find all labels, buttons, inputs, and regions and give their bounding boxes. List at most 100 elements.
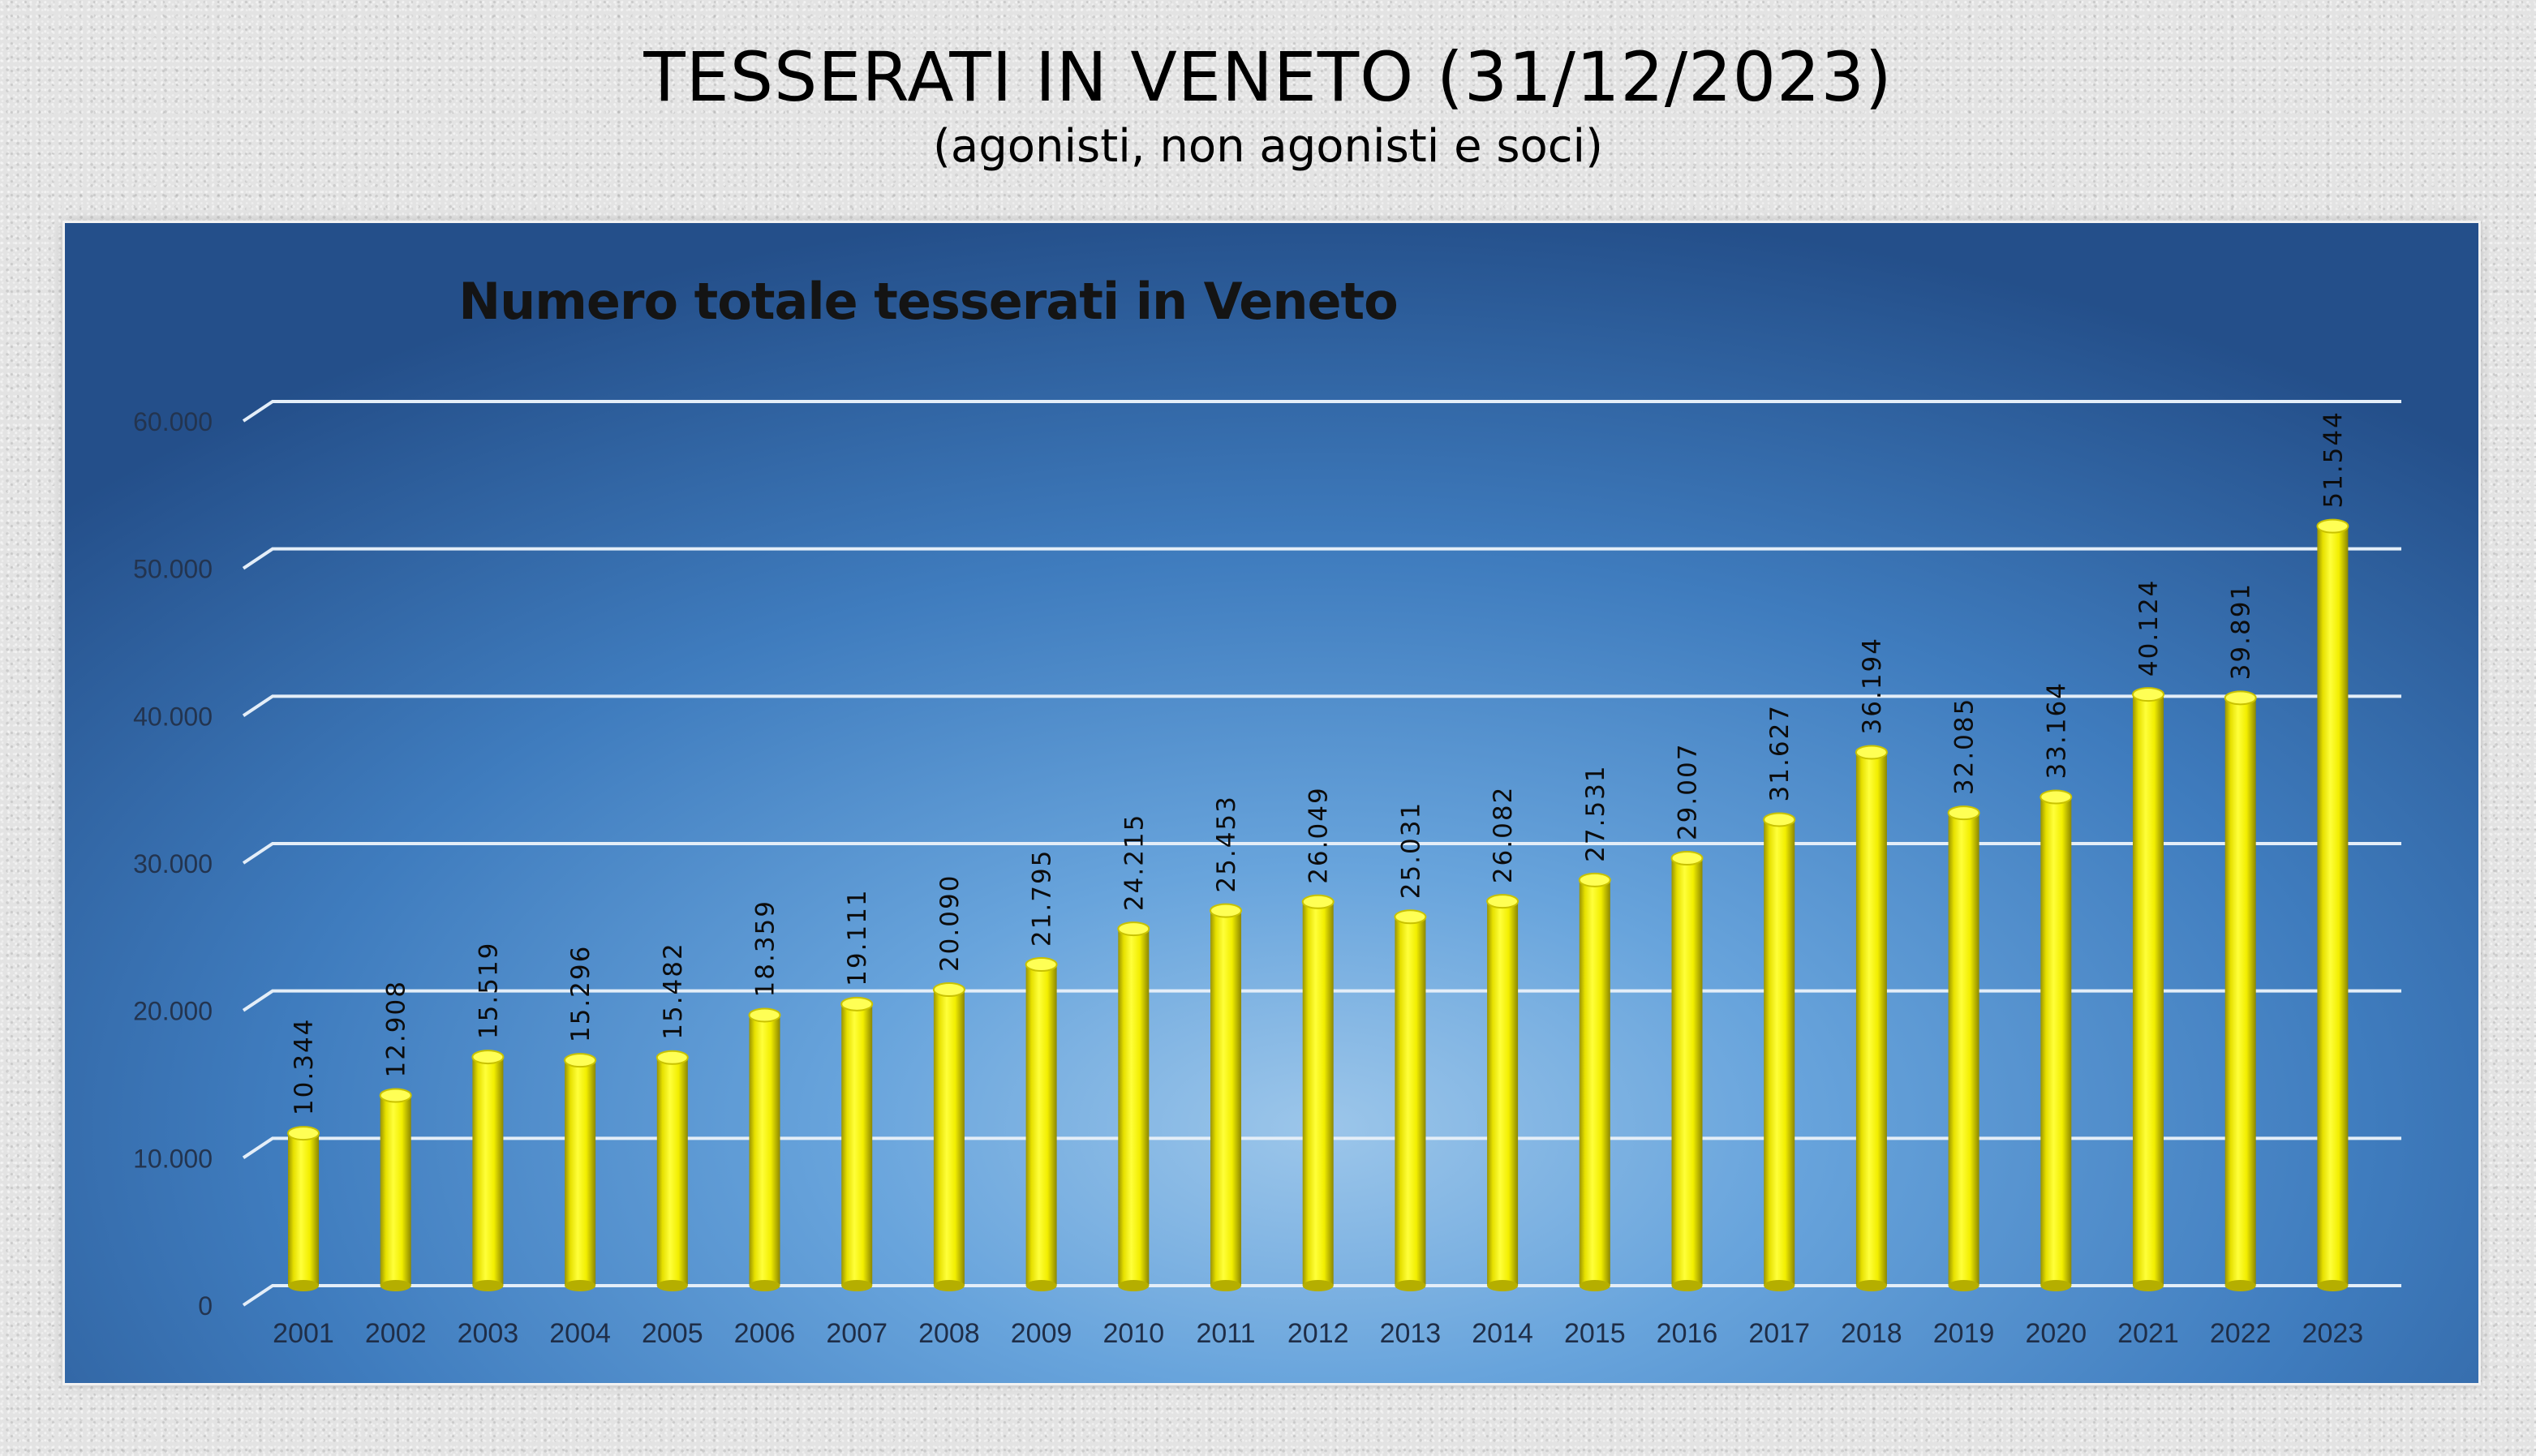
bar-top	[1670, 851, 1704, 866]
bar-2021	[2132, 687, 2164, 1291]
bar-base	[1025, 1280, 1057, 1291]
gridline	[242, 842, 2401, 865]
bar-body	[1210, 910, 1241, 1286]
data-label: 40.124	[2134, 579, 2164, 676]
bar-2012	[1301, 894, 1335, 1291]
bar-2015	[1578, 872, 1611, 1291]
x-tick-label: 2007	[826, 1318, 888, 1349]
bar-2014	[1486, 894, 1519, 1291]
bar-2004	[564, 1053, 597, 1291]
gridline	[242, 400, 2401, 423]
x-tick-label: 2014	[1472, 1318, 1533, 1349]
x-tick-label: 2016	[1657, 1318, 1718, 1349]
bar-top	[840, 996, 874, 1011]
bar-2017	[1763, 812, 1796, 1291]
y-tick-label: 50.000	[133, 555, 213, 584]
bar-2022	[2224, 690, 2257, 1291]
bar-top	[1301, 894, 1335, 909]
data-label: 19.111	[843, 888, 872, 986]
bar-top	[1947, 805, 1980, 821]
bar-2002	[379, 1088, 412, 1291]
data-label: 29.007	[1674, 743, 1703, 840]
data-label: 26.049	[1305, 786, 1334, 883]
bar-2007	[840, 996, 874, 1291]
gridline	[242, 547, 2401, 570]
y-tick-label: 40.000	[133, 702, 213, 731]
bar-top	[2224, 690, 2257, 706]
data-label: 51.544	[2319, 410, 2348, 508]
x-tick-label: 2021	[2117, 1318, 2179, 1349]
data-label: 32.085	[1950, 698, 1979, 795]
y-tick-label: 30.000	[133, 849, 213, 878]
x-tick-label: 2010	[1103, 1318, 1164, 1349]
data-label: 10.344	[290, 1018, 319, 1115]
bar-top	[932, 982, 965, 998]
bar-base	[656, 1280, 688, 1291]
data-label: 26.082	[1489, 786, 1518, 883]
bar-top	[287, 1126, 320, 1141]
bar-body	[1487, 901, 1519, 1286]
bar-base	[288, 1280, 319, 1291]
x-tick-label: 2019	[1933, 1318, 1995, 1349]
bar-base	[1395, 1280, 1426, 1291]
data-label: 39.891	[2227, 582, 2256, 680]
bar-base	[1855, 1280, 1887, 1291]
bar-body	[288, 1133, 319, 1286]
x-tick-label: 2020	[2025, 1318, 2087, 1349]
page-title: TESSERATI IN VENETO (31/12/2023)	[643, 37, 1893, 117]
bar-top	[655, 1050, 689, 1065]
data-label: 21.795	[1028, 849, 1057, 947]
bar-2003	[471, 1050, 505, 1291]
bar-2009	[1025, 957, 1058, 1291]
x-tick-label: 2012	[1287, 1318, 1349, 1349]
x-tick-label: 2015	[1564, 1318, 1626, 1349]
data-label: 36.194	[1858, 637, 1887, 734]
data-label: 25.453	[1212, 795, 1241, 892]
bar-2010	[1117, 921, 1150, 1291]
y-tick-label: 20.000	[133, 997, 213, 1026]
bar-top	[1025, 957, 1058, 973]
data-label: 24.215	[1120, 814, 1149, 911]
bar-top	[1394, 909, 1427, 925]
bar-2020	[2040, 789, 2073, 1291]
bar-base	[1671, 1280, 1703, 1291]
data-label: 25.031	[1396, 801, 1425, 899]
bar-top	[2040, 789, 2073, 805]
bar-body	[656, 1057, 688, 1286]
x-tick-label: 2022	[2210, 1318, 2272, 1349]
bar-chart: Numero totale tesserati in Veneto 0 10.00…	[133, 272, 2401, 1349]
bar-base	[841, 1280, 873, 1291]
bar-2016	[1670, 851, 1704, 1291]
bar-top	[471, 1050, 505, 1065]
bar-body	[565, 1060, 596, 1286]
bar-body	[841, 1003, 873, 1286]
page-subtitle: (agonisti, non agonisti e soci)	[933, 120, 1603, 173]
bar-base	[2040, 1280, 2072, 1291]
bar-2013	[1394, 909, 1427, 1291]
bar-body	[1948, 813, 1979, 1286]
bar-top	[1210, 903, 1242, 918]
bar-top	[2132, 687, 2164, 702]
bar-body	[933, 990, 965, 1286]
bar-base	[1210, 1280, 1241, 1291]
x-tick-label: 2013	[1380, 1318, 1442, 1349]
x-tick-label: 2009	[1011, 1318, 1072, 1349]
bar-body	[1302, 901, 1334, 1286]
bar-2019	[1947, 805, 1980, 1291]
y-tick-label: 0	[198, 1291, 213, 1321]
bar-base	[2224, 1280, 2256, 1291]
data-label: 31.627	[1765, 704, 1795, 801]
x-tick-label: 2003	[458, 1318, 519, 1349]
bar-body	[2133, 694, 2164, 1286]
data-label: 15.519	[474, 942, 503, 1039]
x-tick-label: 2006	[734, 1318, 796, 1349]
data-label: 27.531	[1581, 764, 1610, 861]
bar-top	[379, 1088, 412, 1103]
data-label: 18.359	[751, 900, 780, 997]
bar-base	[2317, 1280, 2349, 1291]
bar-base	[565, 1280, 596, 1291]
bar-top	[1117, 921, 1150, 937]
bar-body	[1764, 819, 1795, 1286]
bar-top	[564, 1053, 597, 1068]
bar-2006	[748, 1007, 781, 1291]
